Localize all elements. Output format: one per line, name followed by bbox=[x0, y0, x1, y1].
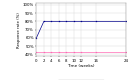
SSRI bbox=[73, 21, 75, 22]
Y-axis label: Response rate (%): Response rate (%) bbox=[17, 12, 21, 48]
SSRI bbox=[80, 21, 82, 22]
No treatment bbox=[51, 51, 52, 52]
Line: SSRI: SSRI bbox=[36, 21, 127, 38]
Line: No treatment: No treatment bbox=[36, 51, 127, 52]
X-axis label: Time (weeks): Time (weeks) bbox=[67, 64, 95, 68]
No treatment bbox=[125, 51, 127, 52]
SSRI bbox=[36, 37, 37, 38]
SSRI bbox=[125, 21, 127, 22]
SSRI bbox=[58, 21, 60, 22]
SSRI bbox=[43, 21, 45, 22]
SSRI bbox=[51, 21, 52, 22]
No treatment bbox=[80, 51, 82, 52]
No treatment bbox=[58, 51, 60, 52]
SSRI bbox=[95, 21, 97, 22]
No treatment bbox=[73, 51, 75, 52]
SSRI bbox=[66, 21, 67, 22]
No treatment bbox=[43, 51, 45, 52]
No treatment bbox=[36, 51, 37, 52]
No treatment bbox=[66, 51, 67, 52]
No treatment bbox=[95, 51, 97, 52]
